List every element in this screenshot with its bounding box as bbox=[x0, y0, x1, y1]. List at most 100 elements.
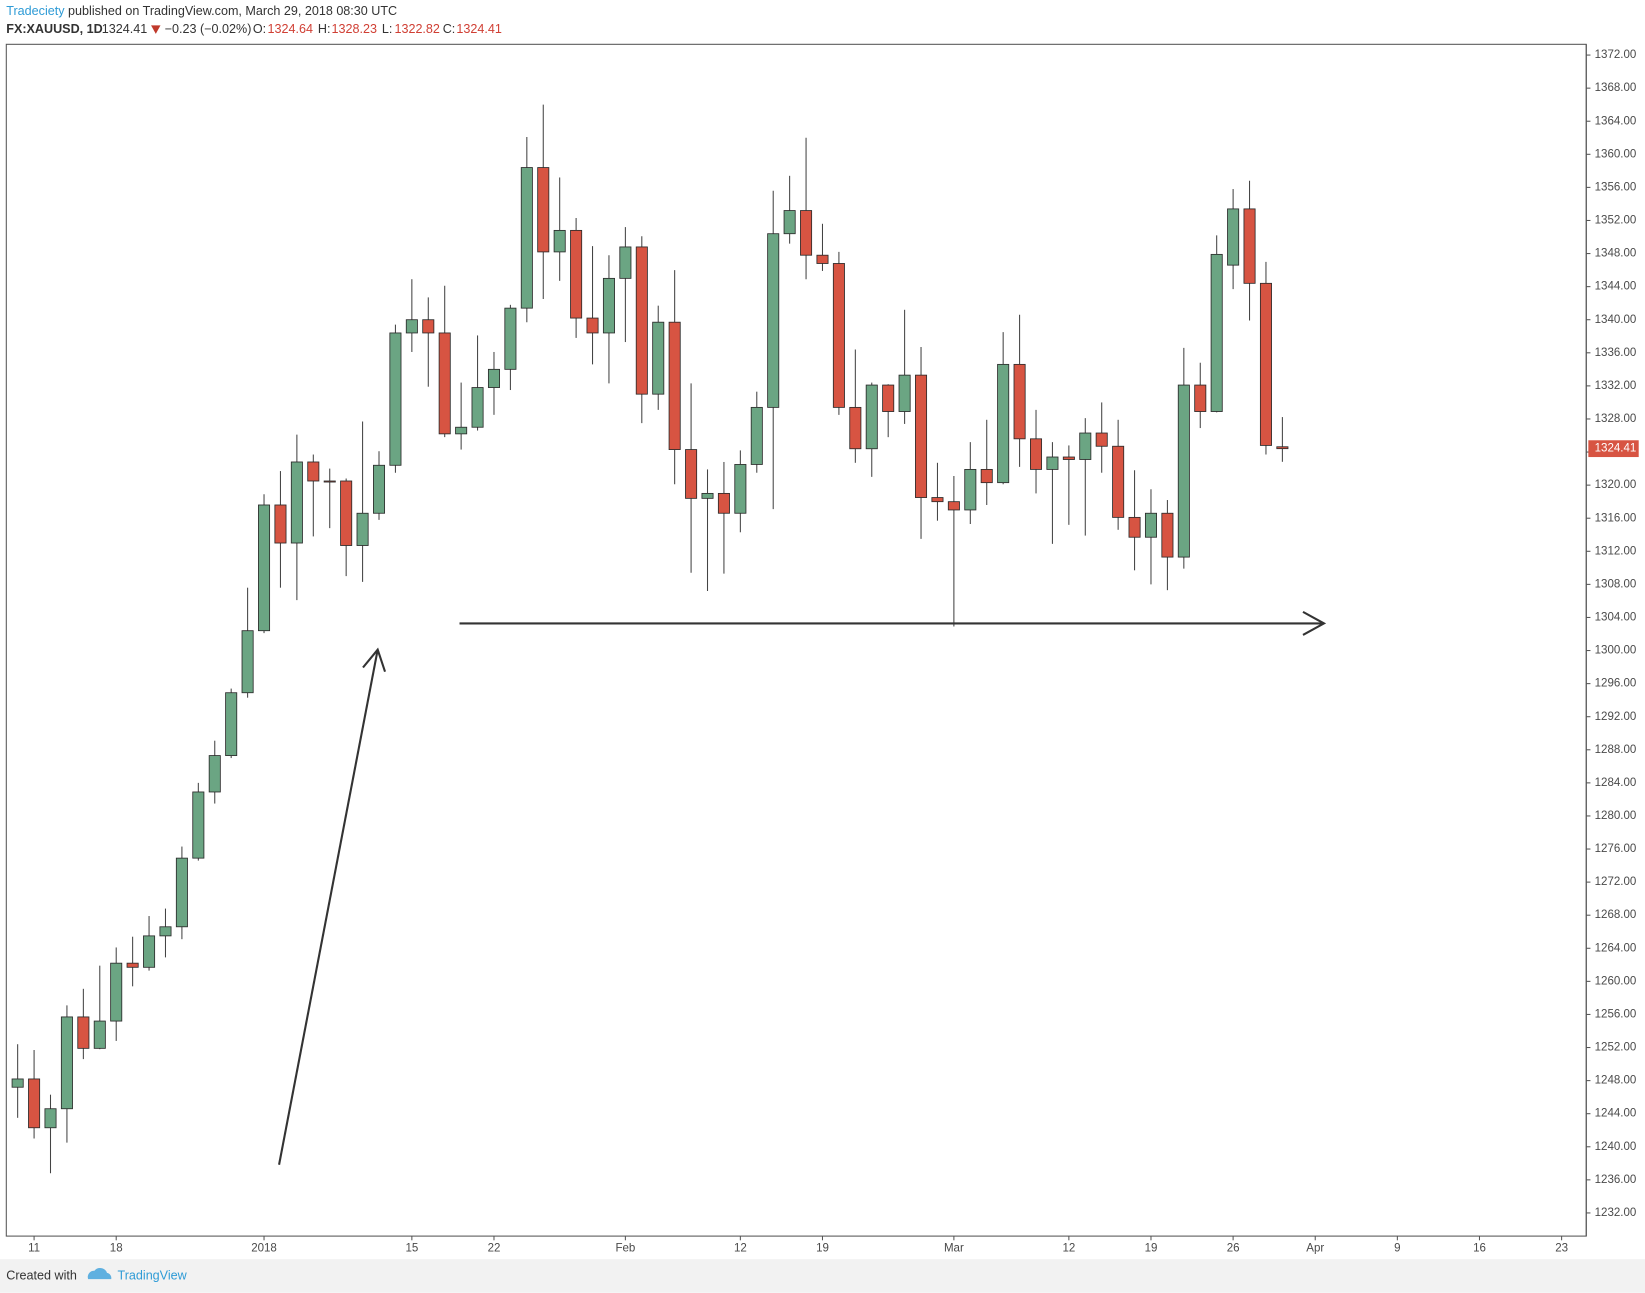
candle-body bbox=[208, 755, 221, 793]
candle-body bbox=[44, 1108, 57, 1129]
candle-body bbox=[1194, 384, 1207, 412]
x-tick-label: 12 bbox=[1062, 1243, 1075, 1255]
candle-body bbox=[652, 321, 665, 395]
candle-body bbox=[537, 167, 550, 253]
candle-body bbox=[865, 384, 878, 450]
candle-body bbox=[438, 332, 451, 435]
candle-body bbox=[422, 319, 435, 334]
candle-body bbox=[783, 210, 796, 235]
annotations bbox=[278, 610, 1327, 1165]
candle-body bbox=[767, 233, 780, 408]
y-tick-label: 1240.00 bbox=[1595, 1141, 1637, 1153]
x-tick-label: 12 bbox=[734, 1243, 747, 1255]
y-tick-label: 1312.00 bbox=[1595, 545, 1637, 557]
candle-body bbox=[947, 501, 960, 511]
candle-body bbox=[143, 935, 156, 968]
trend-arrow-head bbox=[362, 647, 387, 673]
created-with: Created with bbox=[6, 1268, 77, 1282]
candle-body bbox=[1128, 516, 1141, 538]
x-tick-label: 9 bbox=[1394, 1243, 1400, 1255]
x-tick-label: Feb bbox=[615, 1243, 635, 1255]
last-price-tag bbox=[1588, 440, 1639, 458]
candle-body bbox=[816, 254, 829, 264]
y-tick-label: 1272.00 bbox=[1595, 876, 1637, 888]
y-tick-label: 1348.00 bbox=[1595, 248, 1637, 260]
candle-body bbox=[1030, 438, 1043, 470]
symbol: FX:XAUUSD, 1D bbox=[6, 22, 102, 36]
candle-body bbox=[882, 384, 895, 412]
y-tick-label: 1352.00 bbox=[1595, 215, 1637, 227]
y-tick-label: 1248.00 bbox=[1595, 1075, 1637, 1087]
x-tick-label: 11 bbox=[28, 1243, 40, 1255]
candle-body bbox=[602, 277, 615, 334]
y-tick-label: 1304.00 bbox=[1595, 612, 1637, 624]
candle-body bbox=[586, 317, 599, 334]
brand[interactable]: TradingView bbox=[118, 1268, 188, 1282]
y-tick-label: 1308.00 bbox=[1595, 578, 1637, 590]
candle-body bbox=[405, 319, 418, 334]
candle-body bbox=[980, 468, 993, 484]
x-tick-label: Apr bbox=[1306, 1243, 1324, 1255]
x-tick-label: 19 bbox=[1145, 1243, 1158, 1255]
y-tick-label: 1328.00 bbox=[1595, 413, 1637, 425]
candle-body bbox=[241, 630, 254, 694]
y-tick-label: 1284.00 bbox=[1595, 777, 1637, 789]
candle-body bbox=[964, 468, 977, 511]
plot-frame bbox=[5, 43, 1587, 1237]
y-tick-label: 1340.00 bbox=[1595, 314, 1637, 326]
candle-body bbox=[701, 492, 714, 499]
candle-body bbox=[28, 1078, 41, 1129]
x-tick-label: 16 bbox=[1473, 1243, 1486, 1255]
candle-body bbox=[915, 374, 928, 498]
high-label: H: bbox=[318, 22, 331, 36]
trend-arrow bbox=[278, 649, 379, 1165]
candle-body bbox=[340, 480, 353, 546]
candle-body bbox=[520, 167, 533, 309]
candle-body bbox=[373, 464, 386, 514]
y-tick-label: 1300.00 bbox=[1595, 645, 1637, 657]
candle-body bbox=[1046, 456, 1059, 470]
candle-body bbox=[290, 461, 303, 544]
y-tick-label: 1372.00 bbox=[1595, 49, 1637, 61]
candle-body bbox=[504, 307, 517, 370]
y-tick-label: 1260.00 bbox=[1595, 975, 1637, 987]
candle-body bbox=[389, 332, 402, 466]
y-tick-label: 1276.00 bbox=[1595, 843, 1637, 855]
candle-body bbox=[685, 449, 698, 499]
x-tick-label: 23 bbox=[1555, 1243, 1568, 1255]
candle-body bbox=[471, 387, 484, 428]
candle-body bbox=[455, 426, 468, 435]
y-tick-label: 1280.00 bbox=[1595, 810, 1637, 822]
candle-body bbox=[110, 962, 123, 1022]
header-line: Tradeciety published on TradingView.com,… bbox=[6, 4, 397, 18]
close-value: 1324.41 bbox=[456, 22, 501, 36]
publisher[interactable]: Tradeciety bbox=[6, 4, 65, 18]
y-tick-label: 1256.00 bbox=[1595, 1008, 1637, 1020]
published: published on TradingView.com, March 29, … bbox=[68, 4, 397, 18]
open-value: 1324.64 bbox=[268, 22, 313, 36]
y-tick-label: 1336.00 bbox=[1595, 347, 1637, 359]
candle-body bbox=[159, 926, 172, 937]
low-value: 1322.82 bbox=[394, 22, 439, 36]
y-tick-label: 1296.00 bbox=[1595, 678, 1637, 690]
candle-body bbox=[225, 692, 238, 756]
candle-body bbox=[832, 263, 845, 408]
x-tick-label: 15 bbox=[405, 1243, 418, 1255]
last-price-label: 1324.41 bbox=[1595, 443, 1637, 455]
candle-body bbox=[192, 791, 205, 859]
candle-body bbox=[750, 406, 763, 465]
open-label: O: bbox=[253, 22, 266, 36]
candle-body bbox=[1144, 512, 1157, 538]
y-tick-label: 1332.00 bbox=[1595, 380, 1637, 392]
candle-body bbox=[356, 512, 369, 546]
y-tick-label: 1252.00 bbox=[1595, 1042, 1637, 1054]
y-tick-label: 1364.00 bbox=[1595, 115, 1637, 127]
x-tick-label: 22 bbox=[488, 1243, 501, 1255]
candle-body bbox=[734, 464, 747, 514]
y-tick-label: 1292.00 bbox=[1595, 711, 1637, 723]
support-arrow-head bbox=[1302, 610, 1327, 636]
y-tick-label: 1268.00 bbox=[1595, 909, 1637, 921]
candle-body bbox=[800, 210, 813, 256]
candle-body bbox=[1243, 208, 1256, 284]
